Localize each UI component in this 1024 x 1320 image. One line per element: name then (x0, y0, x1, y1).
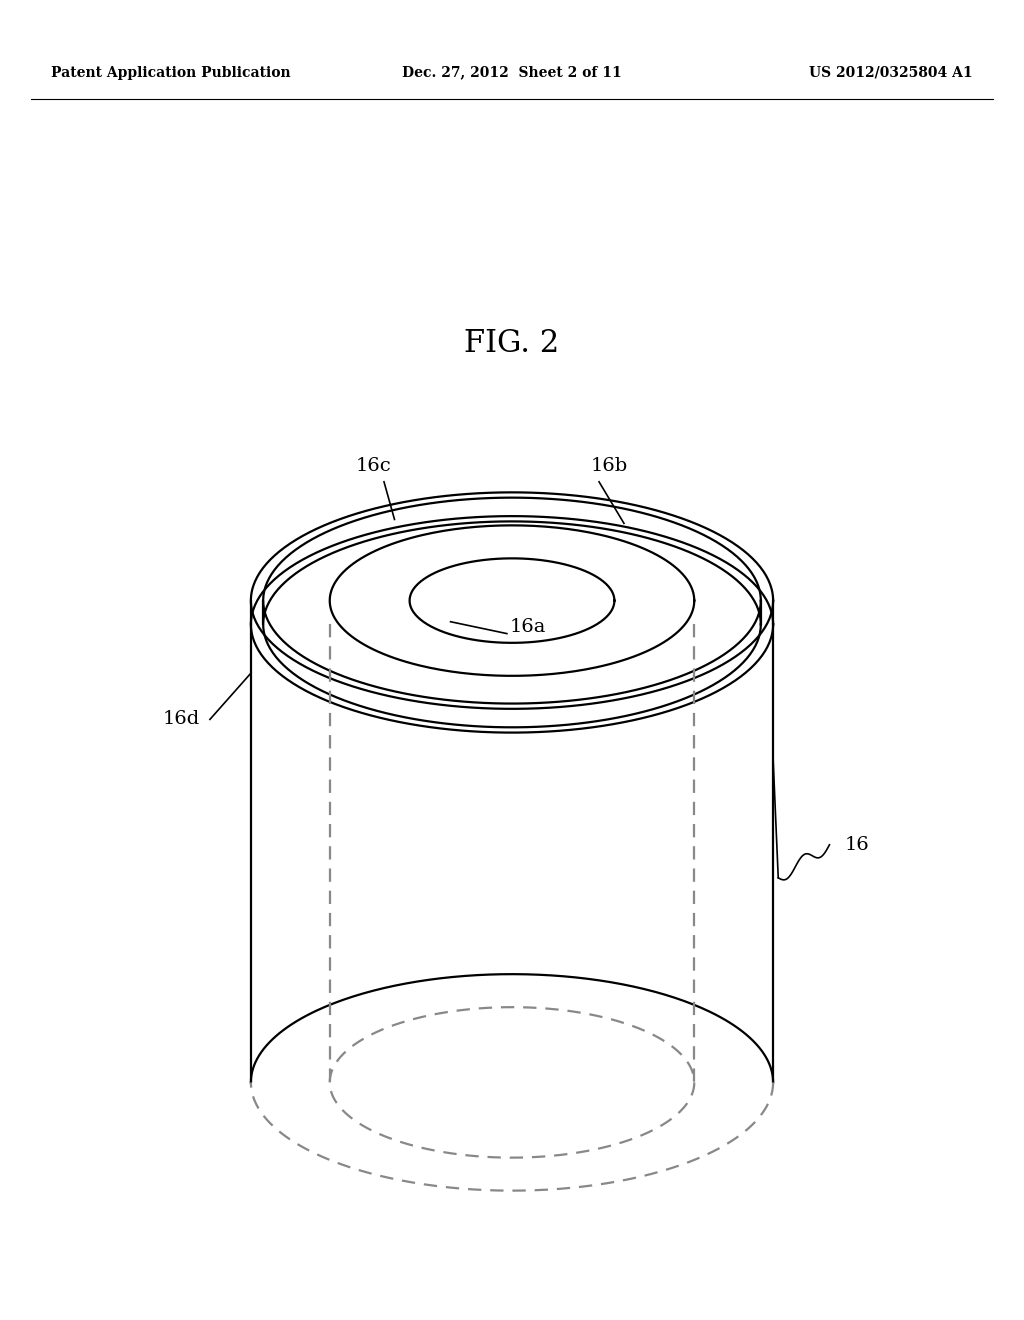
Text: 16a: 16a (509, 618, 546, 636)
Text: FIG. 2: FIG. 2 (464, 327, 560, 359)
Text: 16b: 16b (591, 457, 628, 475)
Text: 16: 16 (845, 836, 869, 854)
Text: US 2012/0325804 A1: US 2012/0325804 A1 (809, 66, 973, 79)
Text: 16d: 16d (163, 710, 200, 729)
Text: Dec. 27, 2012  Sheet 2 of 11: Dec. 27, 2012 Sheet 2 of 11 (402, 66, 622, 79)
Text: Patent Application Publication: Patent Application Publication (51, 66, 291, 79)
Text: 16c: 16c (356, 457, 391, 475)
